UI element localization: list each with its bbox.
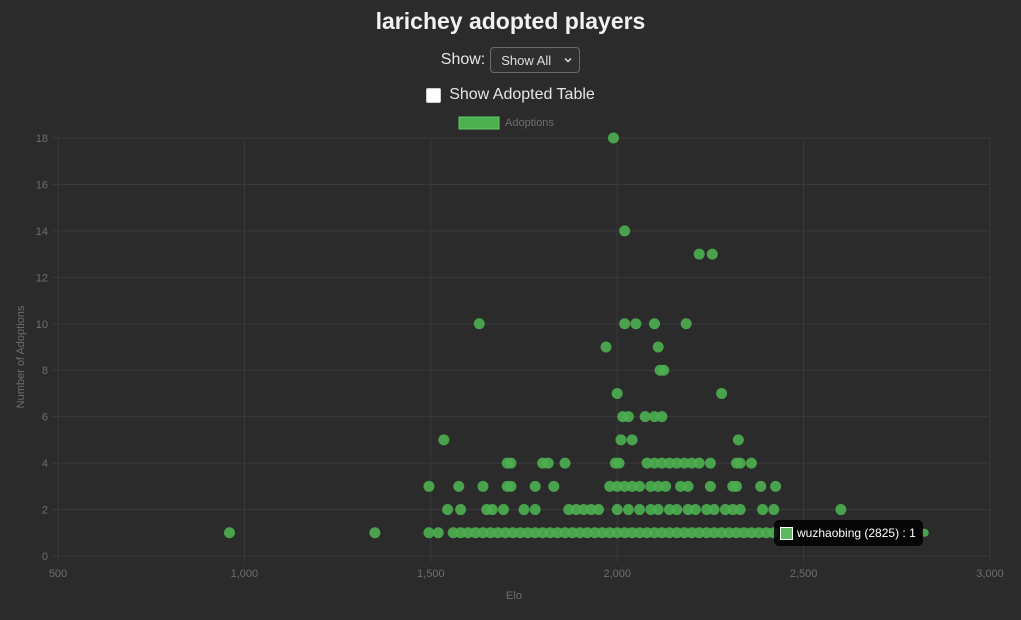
- data-point[interactable]: [732, 434, 744, 446]
- data-point[interactable]: [518, 504, 530, 516]
- data-point[interactable]: [652, 341, 664, 353]
- data-point[interactable]: [835, 504, 847, 516]
- data-point[interactable]: [622, 504, 634, 516]
- page-title: larichey adopted players: [375, 8, 646, 34]
- y-tick-label: 12: [36, 272, 48, 284]
- legend-swatch[interactable]: [458, 116, 500, 130]
- data-point[interactable]: [611, 387, 623, 399]
- x-tick-label: 2,500: [790, 568, 818, 580]
- data-point[interactable]: [708, 504, 720, 516]
- data-point[interactable]: [682, 480, 694, 492]
- data-point[interactable]: [656, 411, 668, 423]
- x-tick-label: 3,000: [976, 568, 1004, 580]
- data-point[interactable]: [704, 457, 716, 469]
- filter-select[interactable]: Show All: [490, 47, 581, 73]
- y-tick-label: 8: [42, 365, 48, 377]
- data-point[interactable]: [630, 318, 642, 330]
- data-point[interactable]: [734, 504, 746, 516]
- data-point[interactable]: [455, 504, 467, 516]
- data-point[interactable]: [770, 480, 782, 492]
- adopted-table-label[interactable]: Show Adopted Table: [449, 86, 595, 103]
- filter-row: Show: Show All: [0, 47, 1021, 73]
- data-point[interactable]: [497, 504, 509, 516]
- data-point[interactable]: [453, 480, 465, 492]
- data-point[interactable]: [658, 364, 670, 376]
- data-point[interactable]: [613, 457, 625, 469]
- legend-label[interactable]: Adoptions: [505, 117, 554, 129]
- x-tick-label: 1,500: [417, 568, 445, 580]
- y-tick-label: 0: [42, 551, 48, 563]
- y-tick-label: 14: [36, 226, 48, 238]
- data-point[interactable]: [660, 480, 672, 492]
- data-point[interactable]: [689, 504, 701, 516]
- data-point[interactable]: [369, 527, 381, 539]
- data-point[interactable]: [716, 387, 728, 399]
- y-tick-label: 18: [36, 133, 48, 145]
- data-point[interactable]: [619, 318, 631, 330]
- tooltip-text: wuzhaobing (2825) : 1: [797, 526, 916, 540]
- x-axis-label: Elo: [506, 590, 522, 602]
- data-point[interactable]: [611, 504, 623, 516]
- data-point[interactable]: [505, 457, 517, 469]
- data-point[interactable]: [745, 457, 757, 469]
- y-tick-label: 2: [42, 505, 48, 517]
- data-point[interactable]: [622, 411, 634, 423]
- point-tooltip: wuzhaobing (2825) : 1: [774, 520, 923, 546]
- data-point[interactable]: [432, 527, 444, 539]
- y-axis-label: Number of Adoptions: [15, 305, 27, 408]
- y-tick-label: 6: [42, 412, 48, 424]
- data-point[interactable]: [593, 504, 605, 516]
- data-point[interactable]: [693, 248, 705, 260]
- data-point[interactable]: [648, 318, 660, 330]
- data-point[interactable]: [768, 504, 780, 516]
- data-point[interactable]: [615, 434, 627, 446]
- y-tick-label: 4: [42, 458, 48, 470]
- data-point[interactable]: [529, 504, 541, 516]
- data-point[interactable]: [755, 480, 767, 492]
- data-point[interactable]: [505, 480, 517, 492]
- filter-selected-value: Show All: [501, 52, 552, 68]
- y-tick-label: 10: [36, 319, 48, 331]
- tooltip-swatch: [780, 526, 793, 540]
- data-point[interactable]: [600, 341, 612, 353]
- data-point[interactable]: [486, 504, 498, 516]
- data-point[interactable]: [529, 480, 541, 492]
- data-point[interactable]: [473, 318, 485, 330]
- data-point[interactable]: [548, 480, 560, 492]
- chevron-down-icon: [564, 57, 572, 63]
- data-point[interactable]: [626, 434, 638, 446]
- data-point[interactable]: [442, 504, 454, 516]
- data-point[interactable]: [704, 480, 716, 492]
- data-point[interactable]: [223, 527, 235, 539]
- data-point[interactable]: [671, 504, 683, 516]
- data-point[interactable]: [639, 411, 651, 423]
- data-point[interactable]: [634, 504, 646, 516]
- data-point[interactable]: [680, 318, 692, 330]
- data-point[interactable]: [607, 132, 619, 144]
- data-point[interactable]: [730, 480, 742, 492]
- data-point[interactable]: [477, 480, 489, 492]
- data-point[interactable]: [920, 528, 929, 537]
- data-point[interactable]: [652, 504, 664, 516]
- data-point[interactable]: [438, 434, 450, 446]
- data-point[interactable]: [423, 527, 435, 539]
- filter-label: Show:: [440, 51, 486, 68]
- data-point[interactable]: [423, 480, 435, 492]
- y-tick-label: 16: [36, 179, 48, 191]
- data-point[interactable]: [693, 457, 705, 469]
- adopted-table-toggle-row: Show Adopted Table: [0, 86, 1021, 104]
- data-point[interactable]: [542, 457, 554, 469]
- x-tick-label: 2,000: [603, 568, 631, 580]
- x-tick-label: 1,000: [231, 568, 259, 580]
- data-point[interactable]: [619, 225, 631, 237]
- data-point[interactable]: [757, 504, 769, 516]
- data-point[interactable]: [706, 248, 718, 260]
- data-point[interactable]: [559, 457, 571, 469]
- data-point[interactable]: [734, 457, 746, 469]
- x-tick-label: 500: [49, 568, 67, 580]
- data-point[interactable]: [634, 480, 646, 492]
- adopted-table-checkbox[interactable]: [426, 87, 442, 103]
- scatter-chart: 0 2 4 6 8 10 12 14 16 18 500 1,000 1,500 2,000 2,500 3,…: [15, 116, 1004, 602]
